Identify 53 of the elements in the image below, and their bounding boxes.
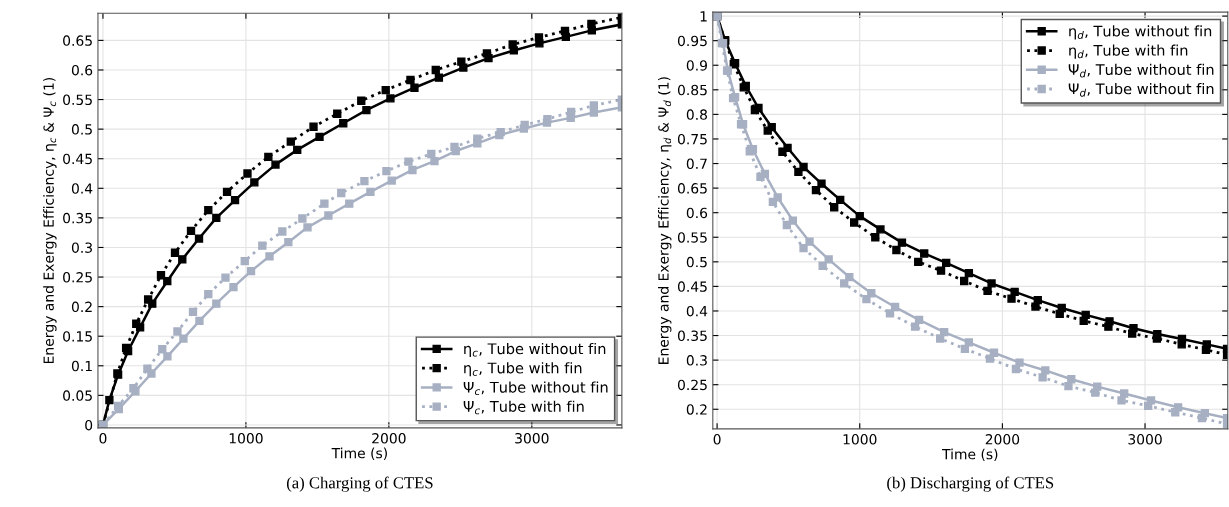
x-tick-label: 1000: [229, 433, 263, 444]
y-tick-label: 0.75: [677, 133, 707, 145]
legend-label: Ψ$_{d}$, Tube without fin: [1068, 63, 1214, 78]
y-tick-label: 0.5: [71, 124, 92, 135]
y-tick-label: 1: [700, 11, 707, 22]
x-tick-label: 2000: [985, 434, 1020, 445]
y-tick-label: 0.6: [71, 64, 93, 76]
y-tick-label: 0.4: [71, 183, 93, 194]
y-tick-label: 0.55: [677, 232, 707, 243]
y-tick-label: 0.15: [63, 331, 92, 342]
y-tick-label: 0.2: [71, 301, 92, 313]
y-tick-label: 0.7: [686, 158, 707, 170]
y-tick-label: 0.3: [71, 242, 92, 253]
y-axis-title: Energy and Exergy Efficiency, η$_{d}$ & Ψ$_{d}$ (1): [658, 77, 672, 364]
y-tick-label: 0.6: [686, 207, 708, 219]
legend-label: η$_{d}$, Tube without fin: [1069, 25, 1212, 40]
y-tick-label: 0.8: [686, 109, 708, 120]
y-tick-label: 0.45: [63, 153, 92, 165]
y-tick-label: 0.85: [677, 84, 707, 96]
x-tick-label: 3000: [515, 433, 549, 444]
y-tick-label: 0.55: [63, 94, 92, 106]
y-tick-label: 0.05: [63, 390, 92, 401]
y-tick-label: 0.35: [63, 212, 92, 224]
y-tick-label: 0.3: [686, 355, 707, 366]
y-axis-title: Energy and Exergy Efficiency, η$_{c}$ & Ψ$_{c}$ (1): [43, 77, 57, 364]
y-tick-label: 0.25: [63, 272, 92, 283]
text: (b) Discharging of CTES: [887, 476, 1054, 492]
y-tick-label: 0.25: [677, 379, 707, 391]
legend-label: η$_{c}$, Tube without fin: [464, 342, 606, 358]
y-tick-label: 0.5: [686, 256, 707, 268]
y-tick-label: 0.9: [686, 60, 707, 71]
y-tick-label: 0.65: [677, 183, 707, 194]
text: (a) Charging of CTES: [286, 476, 433, 492]
x-axis-title: Time (s): [942, 448, 998, 461]
x-tick-label: 2000: [372, 433, 406, 444]
x-tick-label: 1000: [843, 434, 877, 445]
y-tick-label: 0: [85, 419, 93, 431]
x-tick-label: 0: [99, 433, 107, 444]
y-tick-label: 0.35: [677, 330, 707, 342]
x-axis-title: Time (s): [331, 447, 387, 460]
y-tick-label: 0.95: [677, 35, 707, 47]
y-tick-label: 0.65: [63, 35, 92, 46]
y-tick-label: 0.1: [71, 360, 92, 372]
y-tick-label: 0.2: [686, 404, 707, 415]
x-tick-label: 0: [713, 434, 721, 445]
legend-label: η$_{c}$, Tube with fin: [464, 362, 582, 377]
legend-label: η$_{d}$, Tube with fin: [1069, 44, 1188, 59]
legend-label: Ψ$_{c}$, Tube with fin: [463, 400, 584, 415]
y-tick-label: 0.4: [686, 305, 708, 317]
legend-label: Ψ$_{c}$, Tube without fin: [463, 381, 608, 396]
x-tick-label: 3000: [1128, 434, 1162, 445]
y-tick-label: 0.45: [677, 281, 707, 292]
legend-label: Ψ$_{d}$, Tube without fin: [1068, 83, 1214, 97]
